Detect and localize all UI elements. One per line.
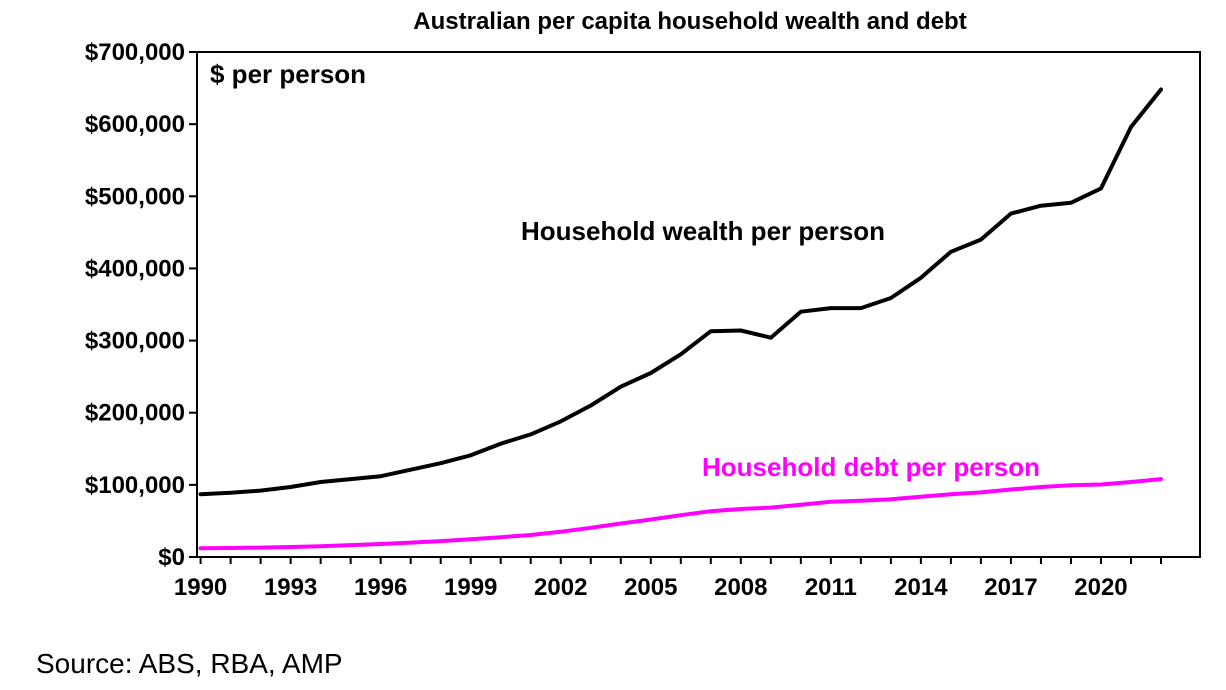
- y-tick-label: $400,000: [85, 255, 185, 282]
- source-note: Source: ABS, RBA, AMP: [36, 648, 343, 679]
- x-tick-label: 1999: [444, 574, 497, 601]
- x-tick-label: 2011: [805, 574, 857, 601]
- series-group: [198, 87, 1163, 551]
- series-line-debt: [198, 477, 1163, 551]
- y-tick-label: $300,000: [85, 328, 185, 355]
- x-tick-label: 1993: [264, 574, 317, 601]
- y-tick-label: $700,000: [85, 39, 185, 66]
- y-axis: $0 $100,000 $200,000 $300,000 $400,000 $500,0…: [85, 39, 197, 571]
- x-tick-label: 2002: [534, 574, 587, 601]
- y-tick-label: $600,000: [85, 111, 185, 138]
- chart-title: Australian per capita household wealth a…: [413, 8, 967, 35]
- x-tick-label: 1990: [174, 574, 227, 601]
- x-tick-label: 1996: [354, 574, 407, 601]
- plot-area-frame: [196, 51, 1201, 558]
- x-tick-label: 2017: [984, 574, 1037, 601]
- x-tick-label: 2008: [714, 574, 767, 601]
- x-tick-label: 2020: [1074, 574, 1127, 601]
- x-axis: 1990 1993 1996 1999 2002 2005 2008 2011 2014 2017…: [174, 557, 1162, 601]
- y-tick-label: $0: [158, 544, 185, 571]
- unit-label: $ per person: [210, 59, 366, 89]
- y-tick-label: $100,000: [85, 472, 185, 499]
- x-tick-label: 2014: [894, 574, 948, 601]
- series-label-debt: Household debt per person: [702, 452, 1040, 482]
- series-label-wealth: Household wealth per person: [521, 216, 885, 246]
- y-tick-label: $200,000: [85, 400, 185, 427]
- series-line-wealth: [198, 87, 1163, 497]
- y-tick-label: $500,000: [85, 183, 185, 210]
- x-tick-label: 2005: [624, 574, 677, 601]
